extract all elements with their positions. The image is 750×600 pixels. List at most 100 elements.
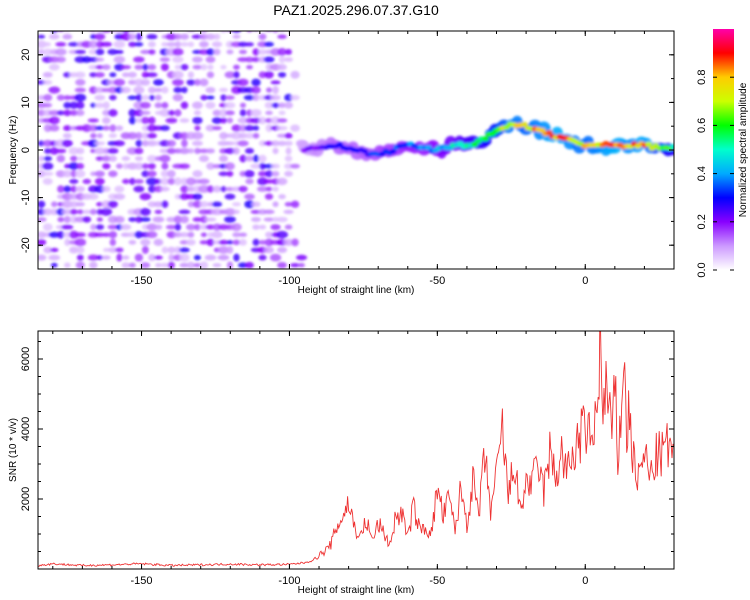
spectrogram-cell [49,124,60,132]
spectrogram-cell [252,154,260,163]
spectrogram-cell [96,217,103,222]
spectrogram-cell [220,31,227,33]
spectrogram-cell [271,102,280,108]
spectrogram-cell [204,254,217,261]
spectrogram-cell [94,72,105,78]
spectrogram-cell [74,232,86,238]
spectrogram-cell [295,254,308,261]
spectrogram-cell [192,193,203,201]
spectrogram-cell [43,80,53,85]
spectrogram-cell [115,224,123,231]
spectrogram-cell [56,110,65,116]
spectrogram-cell [171,79,184,86]
spectrogram-cell [224,193,236,200]
spectrogram-cell [76,162,85,170]
spectrogram-cell [174,109,182,117]
spectrogram-cell [191,101,203,109]
spectrogram-cell [42,139,53,147]
spectrogram-cell [276,246,288,254]
spectrogram-cell [290,95,300,101]
spectrogram-cell [76,109,85,116]
spectrogram-cell [225,110,235,116]
spectrogram-cell [148,185,156,193]
spectrogram-cell [55,41,67,47]
spectrogram-cell [133,86,145,94]
spectrogram-cell [148,116,156,125]
spectrogram-cell [159,108,171,117]
spectrogram-cell [198,178,210,185]
spectrogram-cell [272,147,279,155]
spectrogram-cell [284,140,293,146]
spectrogram-cell [276,133,288,138]
spectrogram-cell [133,179,144,184]
spectrogram-cell [146,132,157,139]
spectrogram-cell [87,139,99,148]
spectrogram-cell [251,201,261,207]
spectrogram-cell [56,94,65,101]
spectrogram-cell [63,102,72,109]
spectrogram-cell [174,41,182,48]
spectrogram-cell [96,255,104,260]
spectrogram-cell [108,133,117,139]
signal-core-cell [669,144,674,150]
spectrogram-cell [154,102,163,109]
spectrogram-cell [133,162,144,170]
spectrogram-cell [245,178,254,185]
spectrogram-cell [120,86,131,94]
spectrogram-cell [265,87,273,93]
spectrogram-cell [108,155,117,162]
spectrogram-cell [141,163,149,170]
spectrogram-cell [278,102,286,108]
snr-x-label: Height of straight line (km) [298,585,415,596]
spectrogram-cell [174,33,182,40]
spectrogram-cell [108,231,118,239]
snr-y-label: SNR (10 * v/v) [8,418,19,482]
spectrogram-cell [258,71,267,79]
spectrogram-cell [284,57,293,62]
spectrogram-cell [270,94,281,101]
spectrogram-cell [220,186,227,192]
spectrogram-cell [61,209,73,215]
spectrogram-cell [259,239,266,245]
spectrogram-cell [239,102,247,108]
spectrogram-cell [245,155,254,162]
spectrogram-cell [94,33,106,41]
signal-core-cell [361,148,369,154]
spectrogram-cell [48,34,60,40]
spectrogram-cell [89,72,98,78]
spectrogram-cell [218,87,228,93]
spectrogram-cell [199,78,209,87]
spectrogram-cell [38,200,46,208]
spectrogram-cell [147,170,157,177]
spectrogram-cell [172,94,184,102]
spectrogram-cell [218,171,229,177]
spectrogram-cell [139,193,152,201]
spectrogram-cell [114,63,125,71]
spectrogram-cell [108,109,118,117]
spectrogram-cell [141,132,150,139]
spectrogram-cell [226,261,234,269]
spectrogram-cell [90,102,97,108]
spectrogram-cell [94,102,105,108]
spectrogram-cell [212,263,222,268]
spectrogram-cell [191,140,204,146]
spectrogram-cell [120,65,132,70]
spectrogram-cell [82,124,92,132]
spectrogram-cell [238,232,248,237]
spectrogram-cell [102,163,111,170]
spectrogram-cell [206,162,215,170]
spectrogram-cell [100,207,113,216]
signal-core-cell [481,136,489,142]
spectrogram-cell [165,33,178,41]
spectrogram-cell [238,49,248,55]
spectrogram-cell [258,140,267,147]
spectrogram-cell [250,217,262,222]
spectrogram-cell [146,124,158,132]
spectrogram-cell [68,147,80,155]
spectrogram-cell [48,254,61,261]
spectrogram-cell [75,202,85,207]
spectrogram-cell [115,49,124,55]
spectrogram-cell [252,224,260,230]
spectrogram-cell [70,185,77,193]
spectrogram-cell [187,231,195,238]
